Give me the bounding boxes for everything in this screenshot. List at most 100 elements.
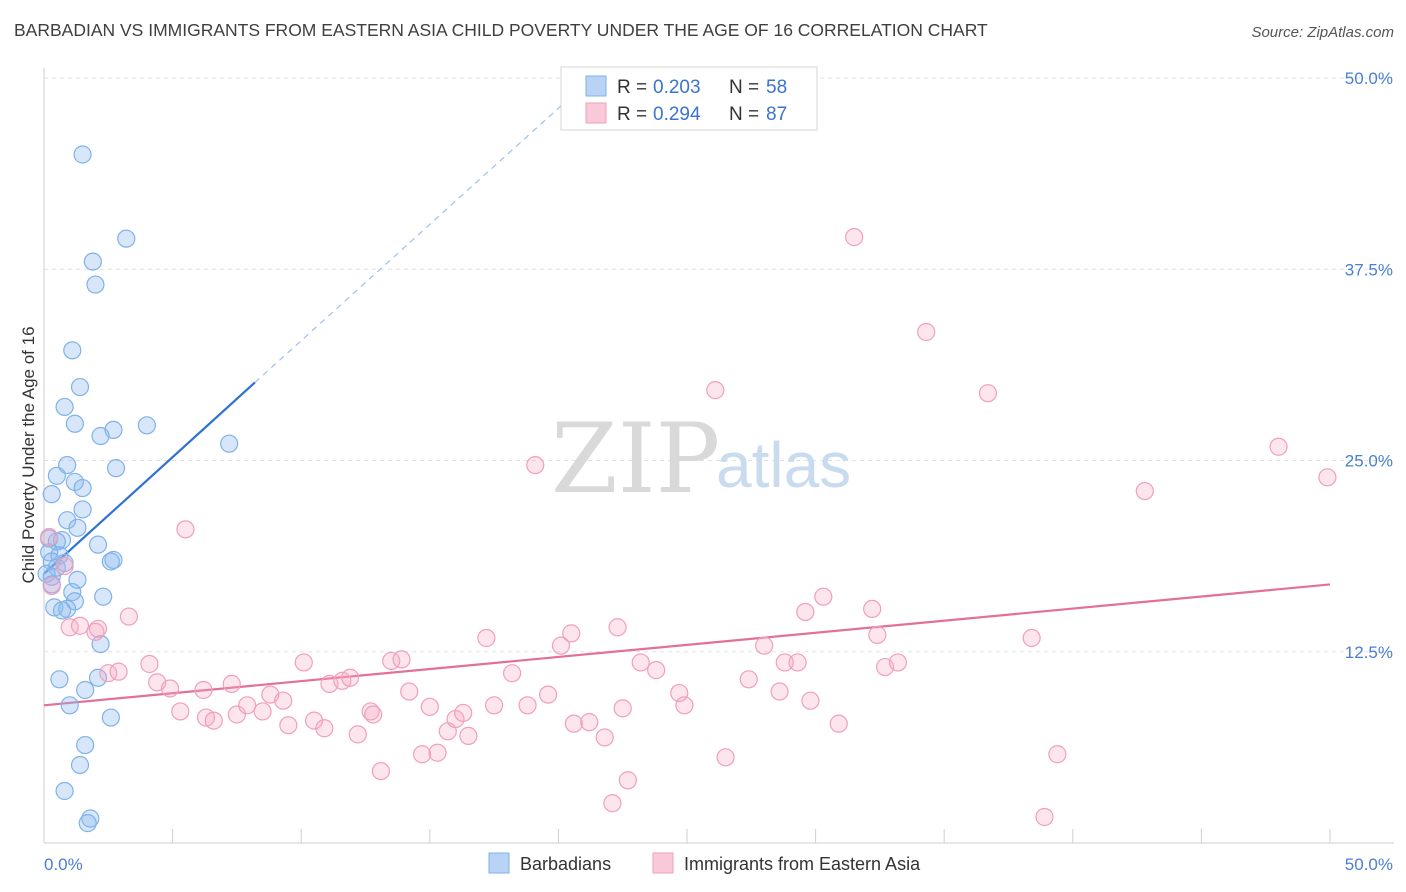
immigrant-point xyxy=(1269,437,1288,456)
immigrant-point xyxy=(454,703,473,723)
legend-swatch-immigrants xyxy=(585,102,607,124)
immigrant-point xyxy=(171,702,190,721)
immigrant-point xyxy=(253,702,272,721)
immigrant-point xyxy=(477,628,496,648)
immigrant-point xyxy=(526,455,545,475)
barbadian-point xyxy=(52,601,72,620)
immigrant-point xyxy=(863,599,882,619)
legend-n-value-barbadians: 58 xyxy=(766,77,787,98)
immigrant-point xyxy=(294,653,313,672)
immigrant-point xyxy=(829,714,848,733)
immigrant-point xyxy=(595,728,614,747)
immigrant-point xyxy=(364,705,383,724)
barbadian-point xyxy=(63,341,82,360)
barbadian-point xyxy=(55,781,74,801)
barbadian-point xyxy=(68,518,87,537)
immigrant-point xyxy=(109,662,128,681)
series-legend: Barbadians Immigrants from Eastern Asia xyxy=(488,852,921,874)
immigrant-point xyxy=(1135,482,1154,501)
y-axis-title: Child Poverty Under the Age of 16 xyxy=(19,326,38,583)
barbadian-point xyxy=(60,696,79,715)
barbadian-trend-line xyxy=(43,381,256,575)
immigrant-point xyxy=(86,622,105,641)
immigrant-point xyxy=(647,661,666,680)
immigrant-point xyxy=(716,748,735,767)
immigrant-point xyxy=(420,697,439,716)
barbadian-point xyxy=(86,275,105,294)
immigrant-point xyxy=(775,653,794,672)
legend-r-value-immigrants: 0.294 xyxy=(653,104,701,125)
barbadian-point xyxy=(73,145,92,164)
immigrant-point xyxy=(801,691,820,710)
y-tick-label: 50.0% xyxy=(1345,69,1393,88)
immigrant-point xyxy=(551,636,571,655)
immigrant-point xyxy=(631,653,650,672)
legend-r-label-immigrants: R = xyxy=(617,104,647,125)
data-points xyxy=(37,145,1337,833)
immigrant-point xyxy=(412,745,432,764)
immigrant-point xyxy=(459,726,478,746)
y-tick-label: 12.5% xyxy=(1345,643,1393,662)
immigrant-point xyxy=(348,725,367,744)
watermark: ZIP atlas xyxy=(551,403,851,515)
bottom-legend-barbadians: Barbadians xyxy=(520,854,611,874)
bottom-legend-swatch-immigrants xyxy=(652,852,674,874)
barbadian-point xyxy=(42,567,61,586)
immigrant-point xyxy=(618,771,637,790)
correlation-legend: R = 0.203 N = 58 R = 0.294 N = 87 xyxy=(560,66,818,131)
y-tick-label: 37.5% xyxy=(1345,260,1393,279)
immigrant-point xyxy=(40,527,59,547)
barbadian-point xyxy=(58,511,77,530)
immigrant-point xyxy=(1318,468,1337,487)
immigrant-point xyxy=(503,664,522,683)
immigrant-point xyxy=(371,761,391,781)
immigrant-point xyxy=(160,679,180,698)
immigrant-point xyxy=(755,636,774,655)
legend-n-value-immigrants: 87 xyxy=(766,104,787,125)
barbadian-point xyxy=(47,558,66,577)
immigrant-point xyxy=(428,743,447,762)
bottom-legend-immigrants: Immigrants from Eastern Asia xyxy=(684,854,921,874)
immigrant-point xyxy=(518,696,537,715)
immigrant-point xyxy=(562,624,581,643)
barbadian-point xyxy=(76,735,95,755)
immigrant-point xyxy=(814,587,833,606)
immigrant-point xyxy=(176,520,195,539)
immigrant-point xyxy=(564,714,583,733)
immigrant-point xyxy=(315,719,334,738)
immigrant-point xyxy=(868,625,887,645)
immigrant-point xyxy=(204,711,223,730)
immigrant-point xyxy=(888,653,908,672)
immigrant-point xyxy=(739,670,758,689)
x-tick-labels: 0.0% 50.0% xyxy=(44,855,1393,874)
x-tick-label: 50.0% xyxy=(1345,855,1393,874)
legend-r-label-barbadians: R = xyxy=(617,77,647,98)
immigrant-point xyxy=(340,668,360,687)
immigrant-point xyxy=(770,682,789,701)
immigrant-point xyxy=(845,228,864,247)
immigrant-point xyxy=(400,682,419,701)
immigrant-point xyxy=(304,711,324,730)
immigrant-point xyxy=(279,716,298,735)
immigrant-point xyxy=(194,680,213,700)
immigrant-point xyxy=(1035,807,1054,827)
legend-r-value-barbadians: 0.203 xyxy=(653,77,701,98)
bottom-legend-swatch-barbadians xyxy=(488,852,510,874)
barbadian-point xyxy=(88,535,108,554)
immigrant-point xyxy=(55,556,74,576)
chart-source: Source: ZipAtlas.com xyxy=(1251,24,1394,41)
immigrant-point xyxy=(119,607,138,626)
barbadian-trend-extension xyxy=(254,72,598,383)
barbadian-point xyxy=(73,500,92,519)
barbadian-point xyxy=(101,552,120,571)
trend-lines xyxy=(43,72,1331,707)
barbadian-point xyxy=(94,587,113,606)
immigrant-point xyxy=(796,602,815,622)
immigrant-point xyxy=(140,654,159,674)
immigrant-point xyxy=(788,653,807,672)
axes xyxy=(43,68,1394,844)
immigrant-point xyxy=(1048,745,1067,764)
barbadian-point xyxy=(137,416,156,435)
barbadian-point xyxy=(220,434,239,453)
